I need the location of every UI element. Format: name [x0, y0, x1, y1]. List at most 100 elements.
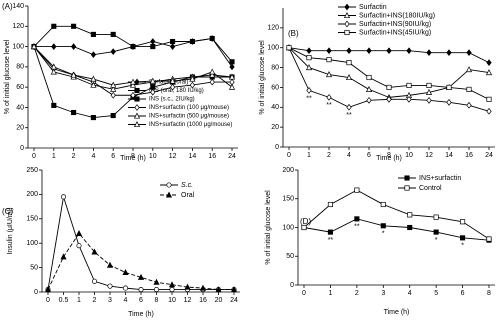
data-point — [110, 31, 116, 37]
data-point — [110, 91, 116, 99]
y-tick-label: 50 — [30, 264, 38, 271]
legend-marker — [133, 121, 141, 128]
legend-label: Surfactin — [359, 4, 387, 11]
x-tick-label: 8 — [131, 153, 135, 160]
series-line — [303, 218, 490, 241]
data-point — [327, 229, 333, 235]
legend-marker — [343, 12, 351, 19]
data-point — [110, 81, 117, 88]
axis — [297, 170, 495, 286]
data-point — [346, 103, 352, 111]
data-point — [325, 71, 333, 78]
data-point — [149, 77, 156, 84]
y-tick-label: 150 — [26, 216, 38, 223]
data-point — [169, 77, 176, 84]
data-point — [433, 229, 439, 235]
data-point — [51, 102, 57, 108]
y-tick-label: 250 — [26, 167, 38, 174]
data-point — [380, 201, 386, 208]
data-point — [446, 98, 452, 106]
x-tick-label: 1 — [328, 290, 332, 297]
x-tick-label: 0 — [302, 290, 306, 297]
data-point — [407, 212, 413, 218]
y-axis-title: % of initial glucose level — [4, 39, 11, 114]
x-tick-label: 8 — [487, 290, 491, 297]
data-point — [286, 45, 292, 51]
data-point — [110, 112, 116, 119]
x-tick-label: 24 — [228, 153, 236, 160]
data-point — [71, 109, 77, 116]
data-point — [426, 96, 432, 104]
y-tick-label: 40 — [271, 104, 279, 111]
data-point — [209, 71, 216, 78]
data-point — [366, 74, 372, 81]
data-point — [110, 48, 116, 56]
data-point — [446, 84, 452, 90]
x-tick-label: 12 — [184, 297, 192, 304]
data-point — [466, 86, 472, 92]
data-point — [366, 47, 372, 55]
x-tick-label: 2 — [355, 290, 359, 297]
x-tick-label: 24 — [485, 152, 493, 159]
legend-label: INS (oral, 180 IU/kg) — [149, 88, 204, 94]
x-tick-label: 10 — [405, 152, 413, 159]
data-point — [30, 43, 38, 50]
x-tick-label: 1 — [77, 297, 81, 304]
legend-marker — [344, 29, 350, 36]
series-line — [303, 189, 490, 240]
legend-label: Surfactin+INS(90IU/kg) — [359, 21, 431, 28]
legend-label: INS+surfactin (500 μg/mouse) — [149, 114, 229, 120]
y-tick-label: 120 — [12, 23, 24, 30]
data-point — [75, 229, 83, 236]
y-tick-label: 100 — [267, 45, 279, 52]
y-tick-label: 120 — [267, 25, 279, 32]
data-point — [122, 285, 129, 291]
data-point — [326, 57, 332, 63]
data-point — [50, 63, 57, 70]
data-point — [170, 38, 176, 45]
y-tick-label: 80 — [271, 64, 279, 71]
x-axis-title: Time (h) — [384, 309, 410, 316]
y-tick-label: 200 — [26, 191, 38, 198]
y-tick-label: 0 — [34, 289, 38, 296]
data-point — [486, 96, 492, 102]
data-point — [306, 55, 312, 61]
x-tick-label: 16 — [208, 153, 216, 160]
data-point — [230, 286, 238, 293]
data-point — [44, 286, 52, 293]
x-tick-label: 14 — [445, 152, 453, 159]
x-tick-label: 6 — [111, 153, 115, 160]
data-point — [327, 201, 333, 208]
data-point — [138, 287, 144, 293]
x-axis-title: Time (h) — [120, 155, 146, 162]
data-point — [306, 87, 312, 94]
data-point — [466, 49, 472, 57]
significance-mark: ** — [326, 102, 332, 109]
legend-marker — [344, 3, 350, 11]
x-tick-label: 24 — [230, 297, 238, 304]
data-point — [70, 43, 77, 50]
data-point — [122, 269, 129, 276]
y-tick-label: 150 — [282, 196, 294, 203]
data-point — [169, 43, 176, 50]
data-point — [76, 243, 82, 249]
data-point — [406, 95, 412, 103]
x-axis-title: Time (h) — [128, 311, 154, 318]
data-point — [70, 71, 77, 78]
data-point — [228, 73, 236, 80]
x-tick-label: 4 — [124, 297, 128, 304]
x-tick-label: 8 — [387, 152, 391, 159]
data-point — [485, 69, 493, 76]
x-tick-label: 12 — [169, 153, 177, 160]
data-point — [50, 68, 57, 75]
data-point — [169, 83, 176, 91]
data-point — [168, 281, 176, 288]
data-point — [150, 38, 156, 45]
panel-label: (C) — [2, 207, 13, 216]
data-point — [305, 64, 313, 71]
data-point — [90, 51, 97, 59]
data-point — [71, 23, 77, 29]
x-tick-label: 16 — [465, 152, 473, 159]
data-point — [465, 66, 473, 73]
y-tick-label: 0 — [290, 282, 294, 289]
